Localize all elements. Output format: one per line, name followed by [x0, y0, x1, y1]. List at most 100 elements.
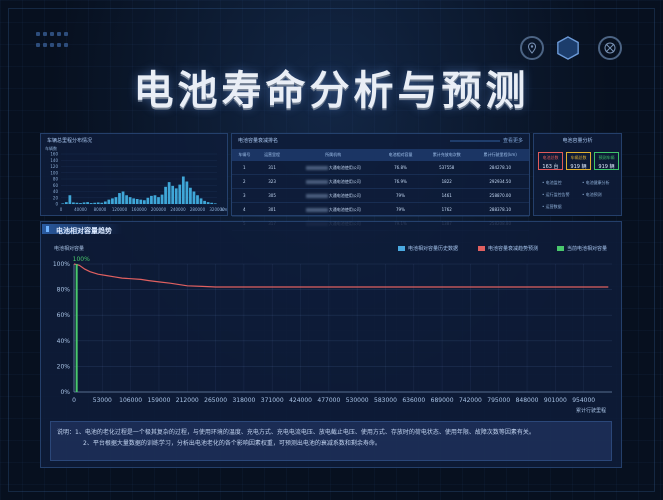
histogram-bar — [146, 197, 150, 204]
histogram-bar — [100, 202, 104, 204]
y-tick-label: 80% — [57, 287, 71, 294]
histogram-bar — [171, 185, 175, 204]
table-cell: 79% — [378, 188, 423, 203]
y-tick-label: 60% — [57, 312, 71, 319]
histogram-bar — [114, 197, 118, 204]
table-cell: 305 — [256, 188, 288, 203]
panel-title: 电池容量衰减排名 — [238, 138, 279, 144]
y-tick-label: 0% — [60, 389, 70, 396]
histogram-bar — [150, 195, 153, 204]
stats-link[interactable]: • 电池监控 — [542, 180, 562, 185]
x-unit-label: km — [221, 207, 227, 212]
y-tick-label: 60 — [53, 183, 59, 188]
stat-value: 919 辆 — [598, 164, 615, 170]
histogram-bar — [103, 201, 107, 204]
x-tick-label: 0 — [72, 397, 76, 404]
histogram-bar — [68, 195, 72, 204]
legend-item-history[interactable]: 电池相对容量历史数据 — [398, 245, 458, 252]
x-tick-label: 848000 — [516, 397, 539, 404]
crosshair-icon[interactable] — [598, 36, 622, 60]
table-cell: 3 — [232, 188, 257, 203]
table-header: 运营里程 — [256, 149, 288, 161]
histogram-bar — [128, 197, 132, 204]
table-header: 累计行驶里程(km) — [471, 149, 529, 161]
table-cell: 2 — [232, 174, 257, 189]
view-more-link[interactable]: 查看更多 — [502, 138, 523, 144]
table-cell: 288378.10 — [471, 202, 529, 217]
histogram-bar — [178, 184, 182, 204]
table-row[interactable]: 2 323 大通电池使用公司 76.9% 1822 292934.50 — [232, 174, 529, 189]
histogram-bar — [132, 198, 136, 204]
histogram-bar — [61, 203, 65, 204]
x-tick-label: 954000 — [572, 397, 595, 404]
stats-link[interactable]: • 运行监控告警 — [542, 192, 570, 197]
histogram-bar — [72, 202, 75, 204]
histogram-bar — [157, 197, 160, 204]
redacted-block — [305, 179, 328, 184]
stats-link[interactable]: • 运营数据 — [542, 204, 562, 209]
title-marker — [46, 226, 49, 232]
x-tick-label: 53000 — [93, 397, 112, 404]
x-tick-label: 120000 — [112, 207, 128, 212]
histogram-bar — [82, 202, 86, 204]
histogram-bar — [135, 199, 139, 204]
histogram-bar — [86, 202, 89, 204]
stat-label: 车辆总数 — [570, 155, 587, 160]
table-cell: 76.9% — [378, 174, 423, 189]
y-tick-label: 160 — [50, 152, 58, 157]
note-line-2: 2、平台根据大量数据的训练学习，分析出电池老化的各个影响因素权重，可预测出电池的… — [83, 440, 381, 447]
ranking-panel: 电池容量衰减排名 查看更多 车辆号 运营里程 所属机构 电池相对容量 累计充放电次数 累计… — [231, 133, 530, 231]
y-tick-label: 120 — [50, 164, 58, 169]
stat-card[interactable]: 电池总数 163 台 — [538, 152, 563, 170]
x-tick-label: 318000 — [232, 397, 255, 404]
table-cell: 323 — [256, 174, 288, 189]
x-tick-label: 795000 — [487, 397, 510, 404]
histogram-bar — [139, 199, 143, 204]
x-tick-label: 200000 — [151, 207, 167, 212]
legend-item-prediction[interactable]: 电池容量衰减趋势预测 — [478, 245, 538, 252]
panel-title: 车辆总里程分布情况 — [47, 138, 93, 144]
stat-value: 919 辆 — [570, 164, 587, 170]
stat-card[interactable]: 预测车辆 919 辆 — [594, 152, 619, 170]
y-tick-label: 140 — [50, 158, 58, 163]
stat-card[interactable]: 车辆总数 919 辆 — [566, 152, 591, 170]
y-tick-label: 100% — [53, 261, 70, 268]
hexagon-icon[interactable] — [556, 36, 580, 60]
stat-value: 163 台 — [542, 164, 559, 170]
x-tick-label: 583000 — [374, 397, 397, 404]
mileage-distribution-panel: 车辆总里程分布情况 车辆数 160 140 120 100 80 60 40 20 0 0 4000… — [40, 133, 228, 216]
histogram-bar — [167, 182, 171, 204]
histogram-bar — [118, 193, 121, 204]
histogram-bar — [64, 202, 68, 204]
stats-link[interactable]: • 电池预测 — [582, 192, 602, 197]
table-cell: 311 — [256, 161, 288, 175]
histogram-bar — [107, 199, 111, 204]
histogram-bar — [125, 195, 128, 204]
table-header: 车辆号 — [232, 149, 257, 161]
stat-label: 电池总数 — [542, 155, 559, 160]
legend-item-current[interactable]: 当前电池相对容量 — [557, 245, 607, 252]
location-icon[interactable] — [520, 36, 544, 60]
table-cell: 284278.10 — [471, 161, 529, 175]
x-tick-label: 40000 — [74, 207, 87, 212]
stats-link[interactable]: • 电池健康分析 — [582, 180, 610, 185]
x-tick-label: 636000 — [402, 397, 425, 404]
table-cell: 79% — [378, 202, 423, 217]
table-cell: 1 — [232, 161, 257, 175]
y-tick-label: 20 — [53, 195, 59, 200]
x-tick-label: 212000 — [176, 397, 199, 404]
histogram-bar — [75, 202, 79, 204]
y-tick-label: 20% — [57, 363, 71, 370]
y-tick-label: 80 — [53, 177, 59, 182]
table-cell: 76.8% — [378, 161, 423, 175]
table-row[interactable]: 1 311 大通电池使用公司 76.8% 537558 284278.10 — [232, 161, 529, 175]
ranking-table: 车辆号 运营里程 所属机构 电池相对容量 累计充放电次数 累计行驶里程(km) 1 311 … — [232, 149, 529, 231]
redacted-block — [305, 165, 328, 170]
table-row[interactable]: 3 305 大通电池使用公司 79% 1461 258870.00 — [232, 188, 529, 203]
table-cell: 大通电池使用公司 — [287, 161, 379, 175]
histogram-bar — [199, 198, 203, 204]
table-row[interactable]: 4 301 大通电池使用公司 79% 1762 288378.10 — [232, 202, 529, 217]
prediction-line — [73, 263, 609, 288]
x-tick-label: 424000 — [289, 397, 312, 404]
x-tick-label: 901000 — [544, 397, 567, 404]
